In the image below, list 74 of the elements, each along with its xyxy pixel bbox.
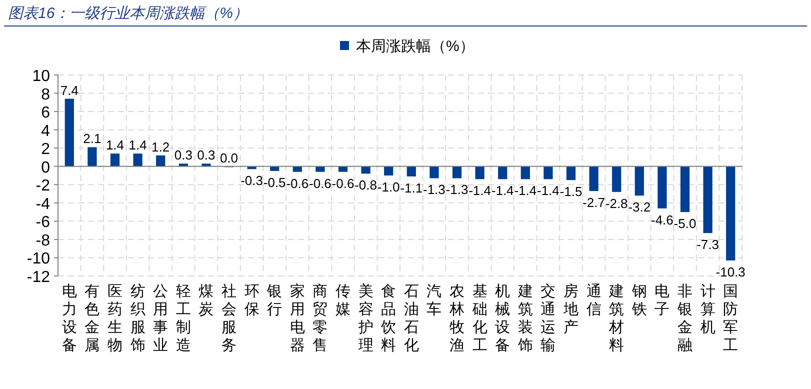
y-tick-label: 10 [32,68,50,85]
data-label: -1.4 [468,183,492,198]
x-tick-label: 建筑材料 [608,283,624,354]
data-label: -1.4 [536,183,560,198]
data-label: -3.2 [628,200,651,215]
legend-label: 本周涨跌幅（%） [356,38,474,55]
x-tick-label: 房地产 [562,283,578,336]
x-tick-label: 食品饮料 [380,283,396,354]
data-label: -5.0 [674,216,696,232]
data-label: -0.6 [286,176,309,191]
x-tick-label: 交通运输 [540,283,556,354]
chart-title: 图表16：一级行业本周涨跌幅（%） [8,5,248,22]
x-tick-label: 家用电器 [290,283,305,354]
data-label: -1.0 [377,180,400,194]
data-label: 0.3 [197,148,216,163]
y-tick-label: 0 [41,159,50,176]
y-tick-label: -2 [36,178,50,195]
data-label: -1.3 [422,182,446,198]
y-tick-label: 4 [41,122,50,140]
x-tick-label: 钢铁 [630,283,647,318]
data-label: 1.2 [152,139,170,154]
data-label: 1.4 [106,138,124,153]
y-tick-label: 2 [41,141,50,158]
y-tick-label: -10 [26,250,50,268]
data-label: -2.7 [582,195,606,210]
data-label: -1.4 [491,183,514,198]
y-tick-label: -4 [36,196,50,213]
x-tick-label: 医药生物 [108,283,122,354]
data-label: -1.5 [560,184,582,200]
data-label: -0.8 [354,178,378,193]
x-tick-label: 基础化工 [471,283,488,354]
x-tick-label: 传媒 [336,283,350,318]
data-label: -0.3 [240,173,264,188]
x-tick-label: 农林牧渔 [448,283,464,354]
x-tick-label: 有色金属 [84,283,100,354]
data-label: -0.6 [308,176,332,191]
x-tick-label: 计算机 [700,283,716,336]
data-label: 1.4 [128,138,147,153]
y-tick-label: -6 [36,214,50,232]
x-tick-label: 公用事业 [153,283,168,354]
data-label: 0.0 [220,150,238,166]
data-label: -4.6 [650,212,674,228]
y-tick-label: -12 [26,269,50,286]
y-tick-label: -8 [36,232,50,250]
x-tick-label: 石油石化 [404,283,419,354]
data-label: 0.3 [174,148,192,163]
data-label: -1.1 [400,180,423,196]
y-tick-label: 6 [41,104,50,122]
data-label: -2.8 [605,196,628,211]
data-label: -1.3 [446,182,468,198]
data-label: -7.3 [696,237,720,252]
data-label: -0.6 [332,176,354,191]
x-tick-label: 建筑装饰 [516,283,533,354]
x-tick-label: 商贸零售 [312,283,328,354]
data-label: -10.3 [716,264,746,280]
y-tick-label: 8 [41,86,50,104]
x-tick-label: 煤炭 [198,283,214,318]
x-tick-label: 电力设备 [62,283,77,354]
data-label: -0.5 [263,174,286,190]
x-tick-label: 美容护理 [357,283,374,354]
x-tick-label: 非银金融 [676,283,692,354]
x-tick-label: 国防军工 [723,283,738,354]
x-tick-label: 社会服务 [222,283,236,354]
x-tick-label: 轻工制造 [176,283,191,354]
x-tick-label: 银行 [266,283,282,318]
data-label: -1.4 [514,183,537,198]
data-label: 7.4 [60,82,78,98]
x-tick-label: 汽车 [426,283,442,318]
x-tick-label: 纺织服饰 [129,283,146,354]
x-tick-label: 机械设备 [495,283,510,354]
data-label: 2.1 [83,131,102,146]
x-tick-label: 通信 [586,283,602,318]
x-tick-label: 环保 [244,283,260,318]
x-tick-label: 电子 [654,283,670,318]
